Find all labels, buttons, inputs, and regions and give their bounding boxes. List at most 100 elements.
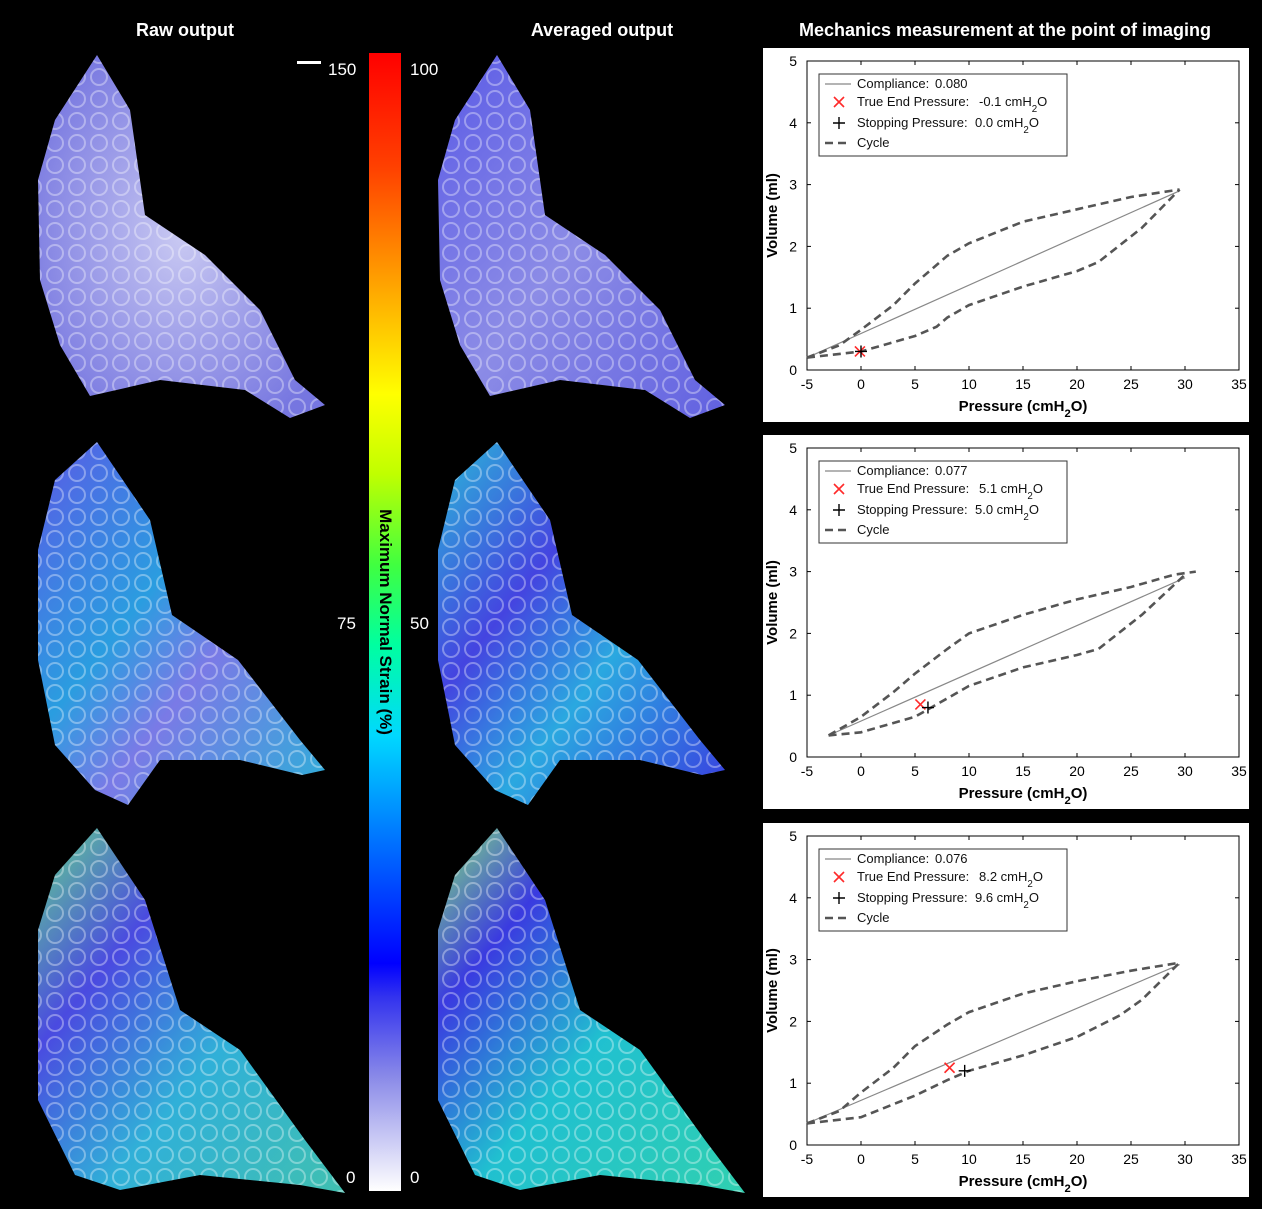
- legend-label: Compliance:: [857, 76, 929, 91]
- x-axis-label: Pressure (cmH2O): [959, 1173, 1088, 1195]
- y-tick-label: 5: [789, 53, 797, 69]
- legend-label: Compliance:: [857, 851, 929, 866]
- raw-map-3: [38, 828, 345, 1193]
- colorbar: [369, 53, 401, 1191]
- y-tick-label: 4: [789, 890, 797, 906]
- legend-value: -0.1 cmH2O: [979, 94, 1047, 115]
- x-tick-label: 5: [911, 376, 919, 392]
- legend-value: 0.077: [935, 463, 968, 478]
- legend-stopping-swatch: [833, 892, 845, 904]
- pv-chart-panel-2: -5 0 5 10 15 20 25 30 35 0 1 2 3 4 5 Pressure (cmH2O) Vo…: [763, 435, 1249, 809]
- x-tick-label: 0: [857, 1151, 865, 1167]
- cycle-inflation-line: [806, 188, 1180, 359]
- x-tick-label: 0: [857, 763, 865, 779]
- y-tick-label: 4: [789, 115, 797, 131]
- legend-value: 9.6 cmH2O: [975, 890, 1039, 911]
- x-axis-label: Pressure (cmH2O): [959, 398, 1088, 420]
- x-tick-label: 30: [1177, 376, 1193, 392]
- stopping-pressure-marker: [855, 345, 867, 358]
- x-tick-label: 25: [1123, 1151, 1139, 1167]
- x-tick-label: 10: [961, 763, 977, 779]
- y-tick-label: 0: [789, 1137, 797, 1153]
- x-tick-label: 35: [1231, 376, 1247, 392]
- y-axis-label: Volume (ml): [764, 948, 781, 1033]
- averaged-map-2: [438, 442, 725, 805]
- x-tick-label: -5: [801, 763, 814, 779]
- true-end-pressure-marker: [943, 1062, 956, 1074]
- x-tick-label: 10: [961, 376, 977, 392]
- x-tick-label: 5: [911, 763, 919, 779]
- title-raw-output: Raw output: [136, 20, 234, 40]
- legend-label: Cycle: [857, 522, 890, 537]
- legend-true-end-swatch: [833, 96, 845, 108]
- legend-label: Stopping Pressure:: [857, 890, 968, 905]
- x-tick-label: 20: [1069, 376, 1085, 392]
- y-tick-label: 3: [789, 177, 797, 193]
- legend-value: 0.076: [935, 851, 968, 866]
- legend-value: 0.0 cmH2O: [975, 115, 1039, 136]
- legend-label: Stopping Pressure:: [857, 502, 968, 517]
- y-tick-label: 4: [789, 502, 797, 518]
- y-tick-label: 1: [789, 1075, 797, 1091]
- cycle-deflation-line: [806, 961, 1181, 1125]
- x-tick-label: 20: [1069, 1151, 1085, 1167]
- x-tick-label: 30: [1177, 1151, 1193, 1167]
- stopping-pressure-marker: [921, 701, 934, 714]
- x-tick-label: 10: [961, 1151, 977, 1167]
- y-tick-label: 1: [789, 300, 797, 316]
- x-tick-label: 25: [1123, 763, 1139, 779]
- y-axis-label: Volume (ml): [764, 173, 781, 258]
- pv-chart-panel-1: -5 0 5 10 15 20 25 30 35 0 1 2 3 4 5 Pressure (cmH2O) Vo…: [763, 48, 1249, 422]
- legend-label: Stopping Pressure:: [857, 115, 968, 130]
- y-tick-label: 0: [789, 362, 797, 378]
- y-tick-label: 5: [789, 440, 797, 456]
- cycle-deflation-line: [806, 188, 1181, 359]
- x-tick-label: 15: [1015, 376, 1031, 392]
- title-mechanics: Mechanics measurement at the point of im…: [798, 20, 1212, 40]
- scale-bar: [297, 61, 321, 64]
- x-tick-label: 20: [1069, 763, 1085, 779]
- legend-label: Compliance:: [857, 463, 929, 478]
- raw-map-1: [38, 55, 325, 418]
- colorbar-left-tick-top: 150: [328, 60, 357, 79]
- x-tick-label: 35: [1231, 1151, 1247, 1167]
- averaged-map-1: [438, 55, 725, 418]
- x-tick-label: 5: [911, 1151, 919, 1167]
- y-tick-label: 2: [789, 238, 797, 254]
- x-tick-label: -5: [801, 376, 814, 392]
- colorbar-right-tick-bottom: 0: [410, 1168, 420, 1187]
- legend-label: True End Pressure:: [857, 869, 969, 884]
- colorbar-right-tick-top: 100: [410, 60, 439, 79]
- compliance-line: [806, 963, 1180, 1124]
- y-tick-label: 3: [789, 952, 797, 968]
- strain-maps: [38, 55, 745, 1193]
- legend-value: 5.0 cmH2O: [975, 502, 1039, 523]
- y-tick-label: 3: [789, 564, 797, 580]
- colorbar-left-tick-mid: 75: [337, 614, 356, 633]
- legend-box: [818, 848, 1068, 932]
- legend-label: Cycle: [857, 910, 890, 925]
- x-tick-label: -5: [801, 1151, 814, 1167]
- legend-label: True End Pressure:: [857, 481, 969, 496]
- legend-box: [818, 73, 1068, 157]
- legend-value: 8.2 cmH2O: [979, 869, 1043, 890]
- x-tick-label: 0: [857, 376, 865, 392]
- y-tick-label: 2: [789, 625, 797, 641]
- legend-true-end-swatch: [833, 871, 845, 883]
- legend-true-end-swatch: [833, 483, 845, 495]
- cycle-inflation-line: [827, 570, 1196, 737]
- y-tick-label: 0: [789, 749, 797, 765]
- colorbar-right-tick-mid: 50: [410, 614, 429, 633]
- x-tick-label: 25: [1123, 376, 1139, 392]
- cycle-inflation-line: [806, 961, 1180, 1125]
- legend-value: 5.1 cmH2O: [979, 481, 1043, 502]
- cycle-deflation-line: [828, 573, 1186, 737]
- x-tick-label: 35: [1231, 763, 1247, 779]
- averaged-map-3: [438, 828, 745, 1193]
- x-axis-label: Pressure (cmH2O): [959, 785, 1088, 807]
- legend-label: True End Pressure:: [857, 94, 969, 109]
- y-tick-label: 5: [789, 828, 797, 844]
